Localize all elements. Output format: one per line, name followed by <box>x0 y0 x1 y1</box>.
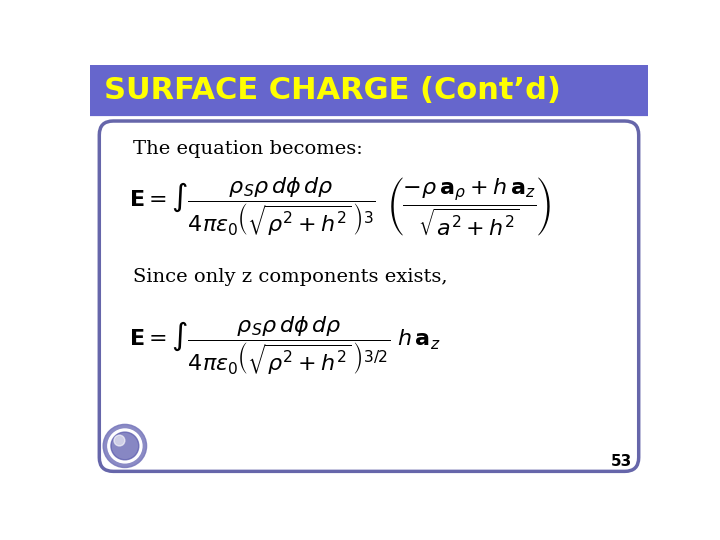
Circle shape <box>103 424 147 468</box>
Text: $\mathbf{E} = \int \dfrac{\rho_S \rho\, d\phi\, d\rho}{4\pi\varepsilon_0 \left(\: $\mathbf{E} = \int \dfrac{\rho_S \rho\, … <box>129 315 441 377</box>
FancyBboxPatch shape <box>99 121 639 471</box>
Text: Since only z components exists,: Since only z components exists, <box>132 267 447 286</box>
Text: $\left( \dfrac{-\rho\,\mathbf{a}_{\rho} + h\,\mathbf{a}_{z}}{\sqrt{a^2 + h^2}} \: $\left( \dfrac{-\rho\,\mathbf{a}_{\rho} … <box>388 176 552 239</box>
Text: $\mathbf{E} = \int \dfrac{\rho_S \rho\, d\phi\, d\rho}{4\pi\varepsilon_0 \left(\: $\mathbf{E} = \int \dfrac{\rho_S \rho\, … <box>129 176 376 239</box>
FancyBboxPatch shape <box>90 65 648 117</box>
Circle shape <box>114 435 125 446</box>
Text: SURFACE CHARGE (Cont’d): SURFACE CHARGE (Cont’d) <box>104 77 561 105</box>
Circle shape <box>108 429 142 463</box>
Text: 53: 53 <box>611 454 632 469</box>
Text: The equation becomes:: The equation becomes: <box>132 140 362 159</box>
Circle shape <box>111 432 139 460</box>
